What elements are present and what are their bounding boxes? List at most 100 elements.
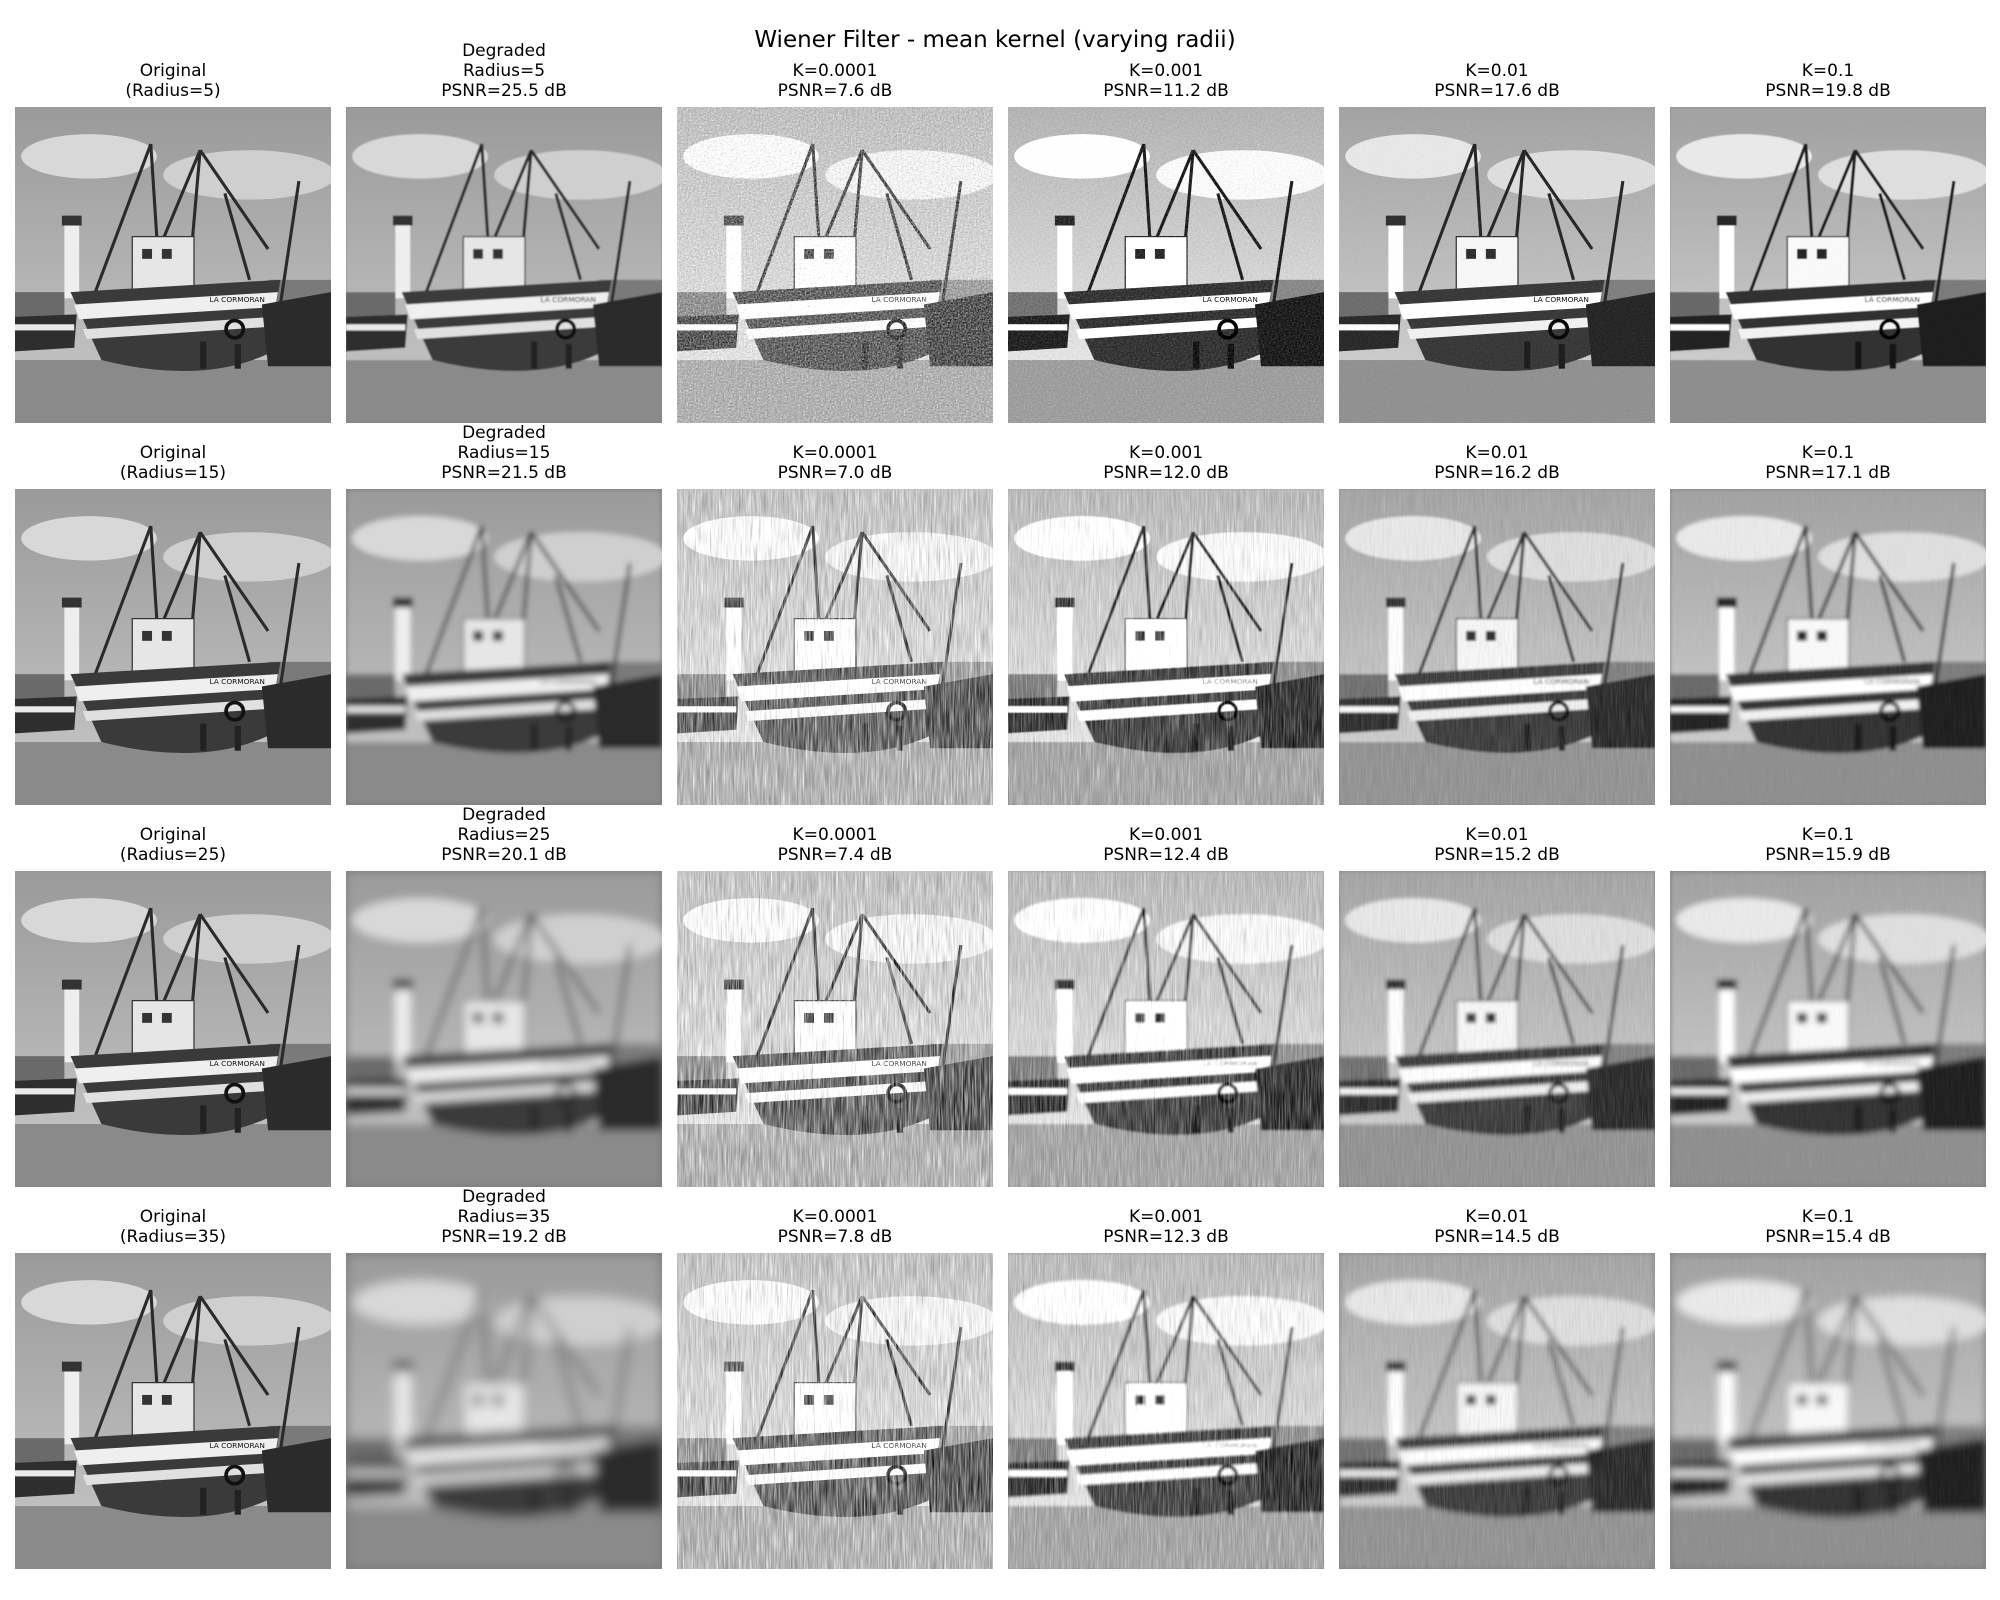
- boat-cabin: [462, 1381, 526, 1439]
- cabin-window: [473, 248, 484, 259]
- boat-cabin: [131, 1381, 195, 1439]
- panel-title-line: PSNR=20.1 dB: [441, 845, 567, 865]
- panel-title: K=0.0001 PSNR=7.4 dB: [670, 825, 1000, 865]
- hull-stripe: [74, 292, 278, 320]
- panel-title-line: K=0.0001: [792, 825, 878, 845]
- rigging-line: [223, 574, 252, 663]
- restored-image: LA CORMORAN: [1339, 871, 1655, 1187]
- panel-title-line: Original: [139, 443, 207, 463]
- lighthouse-top: [392, 597, 413, 608]
- noise-overlay: [677, 107, 993, 423]
- blurred-scene: LA CORMORAN: [346, 1253, 662, 1569]
- hull-lettering: LA CORMORAN: [540, 1059, 595, 1068]
- hull-lettering: LA CORMORAN: [209, 1441, 264, 1450]
- lighthouse: [395, 224, 411, 299]
- noise-overlay: [677, 1253, 993, 1569]
- noise-overlay: [1008, 107, 1324, 423]
- cabin-window: [161, 248, 172, 259]
- person: [200, 1487, 207, 1515]
- cloud: [494, 914, 662, 964]
- rigging-line: [278, 944, 301, 1069]
- cabin-window: [142, 1394, 153, 1405]
- panel-title-line: PSNR=15.2 dB: [1434, 845, 1560, 865]
- hull-stripe: [405, 1056, 609, 1084]
- restored-image: LA CORMORAN: [1670, 107, 1986, 423]
- restored-image-svg: LA CORMORAN: [677, 1253, 993, 1569]
- life-ring: [224, 1464, 246, 1486]
- second-boat: [15, 1078, 77, 1116]
- boat-cabin: [462, 999, 526, 1057]
- lighthouse: [64, 606, 80, 681]
- rigging-line: [198, 1295, 270, 1396]
- cabin-window: [161, 1394, 172, 1405]
- restored-image-svg: LA CORMORAN: [1670, 871, 1986, 1187]
- noise-overlay: [1670, 1253, 1986, 1569]
- panel-title-line: K=0.0001: [792, 1207, 878, 1227]
- panel-title: K=0.01 PSNR=15.2 dB: [1332, 825, 1662, 865]
- rigging-line: [223, 192, 252, 281]
- noise-overlay: [677, 871, 993, 1187]
- blurred-scene: LA CORMORAN: [346, 107, 662, 423]
- third-boat: [592, 292, 662, 367]
- rigging-line: [529, 531, 601, 632]
- third-boat: [592, 674, 662, 749]
- life-ring: [555, 1464, 577, 1486]
- panel-title: K=0.001 PSNR=12.3 dB: [1001, 1207, 1331, 1247]
- panel-title-line: PSNR=25.5 dB: [441, 81, 567, 101]
- rigging-line: [424, 907, 484, 1057]
- hull-stripe: [405, 674, 609, 702]
- panel-title-line: PSNR=19.2 dB: [441, 1227, 567, 1247]
- rigging-line: [609, 180, 632, 305]
- hull-stripe: [413, 1462, 604, 1486]
- lighthouse: [395, 1370, 411, 1445]
- hull-stripe: [74, 674, 278, 702]
- degraded-image-svg: LA CORMORAN: [346, 871, 662, 1187]
- rigging-line: [609, 562, 632, 687]
- lighthouse: [395, 606, 411, 681]
- rigging-line: [424, 1289, 484, 1439]
- panel-title-line: PSNR=19.8 dB: [1765, 81, 1891, 101]
- noise-overlay: [677, 489, 993, 805]
- cloud: [352, 898, 488, 943]
- panel-title: K=0.1 PSNR=15.9 dB: [1663, 825, 1993, 865]
- degraded-image-svg: LA CORMORAN: [346, 489, 662, 805]
- panel-title-line: K=0.1: [1801, 825, 1855, 845]
- second-boat: [15, 314, 77, 352]
- cloud: [352, 134, 488, 179]
- cloud: [21, 1280, 157, 1325]
- cabin-window: [492, 1394, 503, 1405]
- noise-overlay: [1339, 107, 1655, 423]
- second-boat-stripe: [15, 706, 75, 713]
- hull-lettering: LA CORMORAN: [540, 677, 595, 686]
- noise-overlay: [1008, 1253, 1324, 1569]
- rigging-line: [278, 1326, 301, 1451]
- cabin-window: [161, 630, 172, 641]
- panel-title-line: PSNR=17.1 dB: [1765, 463, 1891, 483]
- panel-title: Degraded Radius=25 PSNR=20.1 dB: [339, 805, 669, 865]
- restored-image: LA CORMORAN: [1008, 489, 1324, 805]
- original-image-svg: LA CORMORAN: [15, 871, 331, 1187]
- person: [200, 341, 207, 369]
- restored-image-svg: LA CORMORAN: [1670, 107, 1986, 423]
- boat-cabin: [462, 235, 526, 293]
- panel-title: Degraded Radius=35 PSNR=19.2 dB: [339, 1187, 669, 1247]
- panel-title-line: (Radius=5): [125, 81, 221, 101]
- second-boat-stripe: [346, 324, 406, 331]
- second-boat-stripe: [15, 324, 75, 331]
- lighthouse: [395, 988, 411, 1063]
- lighthouse: [64, 1370, 80, 1445]
- restored-image: LA CORMORAN: [677, 107, 993, 423]
- rigging-line: [609, 1326, 632, 1451]
- boat-cabin: [131, 617, 195, 675]
- restored-image: LA CORMORAN: [677, 489, 993, 805]
- restored-image: LA CORMORAN: [1670, 871, 1986, 1187]
- hull-lettering: LA CORMORAN: [209, 677, 264, 686]
- noise-overlay: [1339, 1253, 1655, 1569]
- second-boat-stripe: [15, 1470, 75, 1477]
- panel-title-line: PSNR=16.2 dB: [1434, 463, 1560, 483]
- panel-title-line: K=0.0001: [792, 61, 878, 81]
- life-ring: [224, 1082, 246, 1104]
- second-boat-stripe: [346, 1470, 406, 1477]
- rigging-line: [198, 913, 270, 1014]
- rigging-line: [93, 143, 153, 293]
